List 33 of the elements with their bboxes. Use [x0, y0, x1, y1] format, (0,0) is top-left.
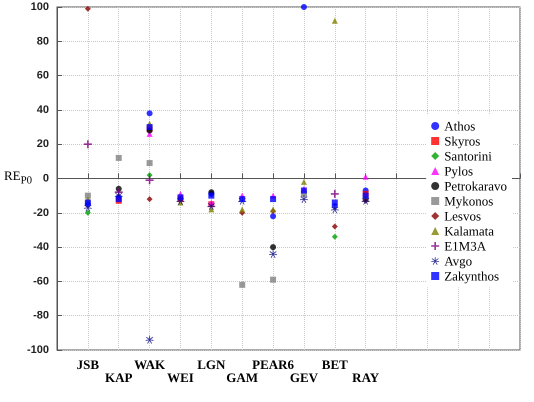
legend-label: Kalamata — [444, 224, 494, 238]
legend-label: Mykonos — [444, 194, 494, 208]
y-tick-label: -60 — [33, 275, 49, 288]
y-tick-label: -20 — [33, 206, 49, 219]
x-tick-label: GAM — [226, 370, 258, 385]
legend-label: Lesvos — [444, 208, 482, 224]
y-tick-label: 20 — [36, 138, 49, 150]
x-tick-label: WAK — [134, 357, 166, 372]
x-tick-label: LGN — [197, 357, 226, 372]
y-tick-label: 80 — [36, 35, 49, 48]
y-tick-label: 60 — [36, 70, 49, 82]
legend-label: Santorini — [444, 148, 492, 164]
x-tick-label: WEI — [167, 370, 194, 385]
x-tick-label: BET — [322, 357, 348, 372]
legend-label: Athos — [444, 118, 476, 134]
legend-label: Skyros — [444, 134, 480, 148]
legend-label: Petrokaravo — [444, 178, 507, 194]
legend-label: E1M3A — [444, 238, 487, 254]
y-tick-label: -100 — [26, 344, 49, 356]
legend-label: Zakynthos — [444, 268, 500, 284]
x-tick-label: RAY — [352, 370, 380, 385]
x-tick-label: PEAR6 — [252, 357, 295, 372]
x-tick-label: KAP — [105, 370, 133, 385]
x-tick-label: GEV — [290, 370, 319, 385]
y-tick-label: -80 — [33, 310, 49, 322]
y-tick-label: 100 — [30, 1, 49, 13]
y-tick-label: -40 — [33, 241, 49, 254]
legend-label: Avgo — [444, 254, 472, 268]
x-tick-label: JSB — [76, 357, 100, 372]
y-axis-title: RE$_{P0}$ — [4, 168, 32, 187]
y-tick-label: 40 — [36, 104, 49, 116]
legend-label: Pylos — [444, 164, 474, 178]
y-tick-label: 0 — [42, 172, 49, 184]
